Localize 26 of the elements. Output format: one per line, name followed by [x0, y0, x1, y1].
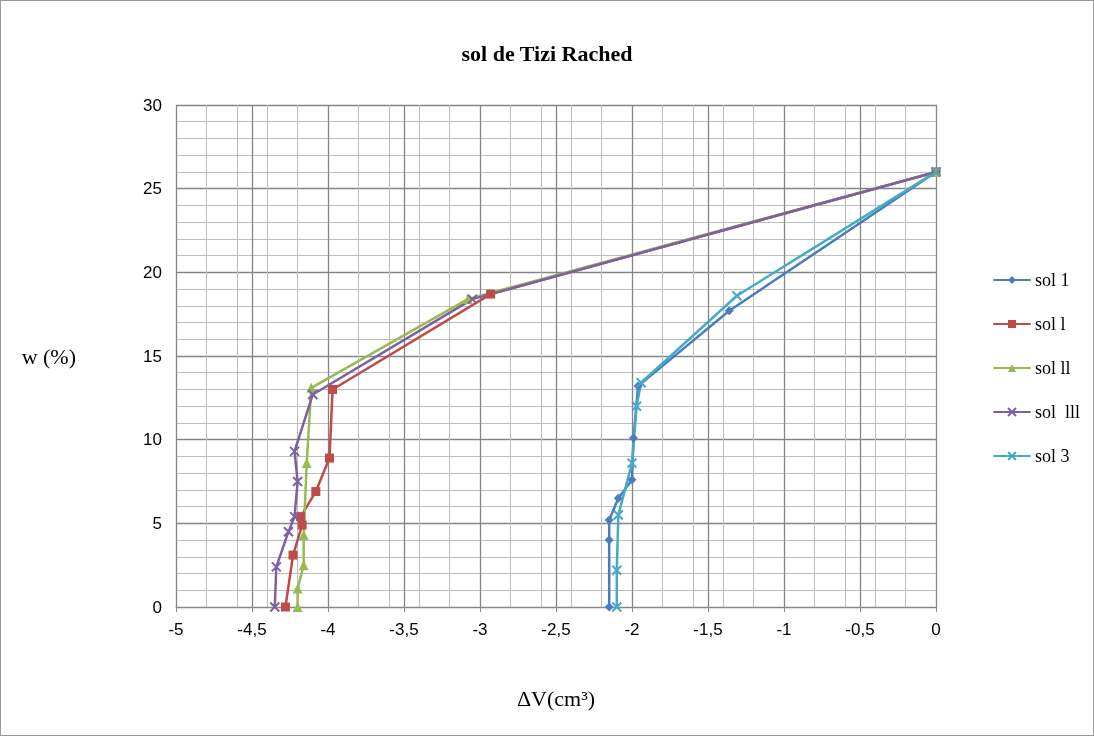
x-tick-label: 0	[931, 620, 941, 639]
x-tick-label: -5	[168, 620, 184, 639]
y-tick-label: 20	[143, 262, 162, 282]
y-tick-label: 0	[152, 597, 162, 617]
legend-label: sol 1	[1034, 270, 1070, 290]
x-tick-label: -1	[776, 620, 792, 639]
x-tick-label: -2,5	[541, 620, 571, 639]
x-tick-label: -4,5	[237, 620, 267, 639]
chart-title: sol de Tizi Rached	[461, 40, 633, 66]
x-tick-label: -4	[320, 620, 336, 639]
x-tick-label: -2	[624, 620, 640, 639]
legend-label: sol lll	[1034, 402, 1081, 422]
y-tick-label: 10	[143, 430, 162, 450]
y-tick-label: 30	[143, 95, 162, 115]
y-tick-label: 15	[143, 346, 162, 366]
x-axis-title: ΔV(cm³)	[516, 685, 596, 711]
x-tick-label: -3	[472, 620, 488, 639]
y-tick-label: 25	[143, 179, 162, 199]
y-axis-title: w (%)	[21, 343, 76, 369]
legend-label: sol ll	[1034, 358, 1071, 378]
x-tick-label: -3,5	[389, 620, 419, 639]
y-tick-label: 5	[152, 513, 162, 533]
x-tick-label: -0,5	[845, 620, 875, 639]
legend-label: sol l	[1034, 314, 1066, 334]
x-tick-label: -1,5	[693, 620, 723, 639]
legend-label: sol 3	[1034, 446, 1070, 466]
